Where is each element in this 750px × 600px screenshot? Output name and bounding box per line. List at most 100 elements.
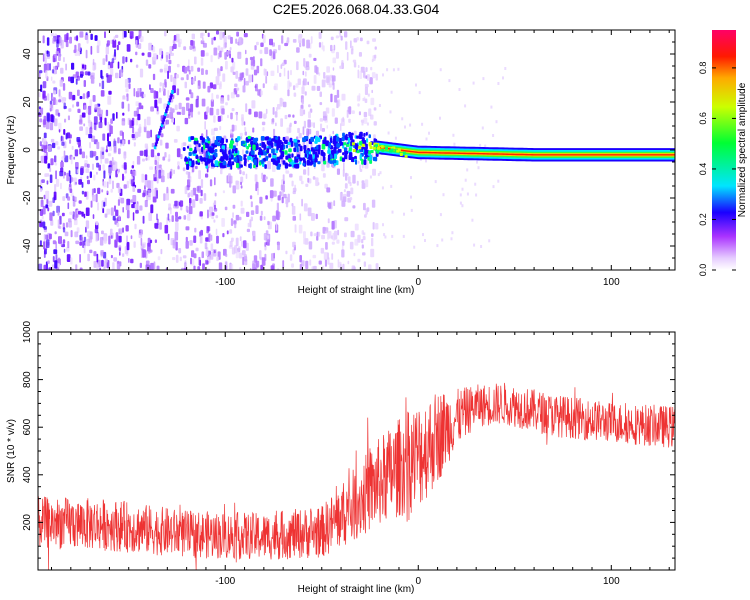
heatmap-cell (112, 180, 114, 190)
heatmap-cell (68, 220, 72, 228)
heatmap-cell (110, 68, 114, 77)
heatmap-streak-cell (164, 112, 167, 117)
heatmap-cell (351, 142, 355, 146)
heatmap-cell (363, 117, 368, 124)
heatmap-cell (244, 256, 248, 262)
heatmap-cell (369, 146, 373, 149)
heatmap-cell (97, 202, 100, 211)
heatmap-cell (69, 36, 72, 44)
heatmap-cell (276, 145, 279, 151)
heatmap-cell (42, 81, 47, 89)
heatmap-cell (196, 158, 200, 163)
heatmap-cell (51, 69, 55, 74)
heatmap-cell (68, 91, 73, 100)
heatmap-cell (374, 54, 377, 59)
heatmap-cell (250, 150, 255, 155)
heatmap-cell (357, 160, 360, 164)
heatmap-cell (289, 122, 292, 127)
heatmap-cell (67, 115, 70, 121)
heatmap-cell (291, 205, 296, 215)
heatmap-cell (356, 180, 359, 186)
heatmap-cell (261, 172, 263, 180)
heatmap-cell (403, 212, 405, 216)
heatmap-cell (439, 116, 441, 120)
heatmap-cell (266, 71, 269, 77)
heatmap-cell (72, 195, 75, 201)
heatmap-cell (131, 170, 135, 177)
heatmap-cell (165, 55, 169, 63)
heatmap-cell (45, 204, 49, 209)
heatmap-cell (345, 143, 349, 147)
heatmap-streak-cell (161, 120, 165, 125)
heatmap-cell (57, 219, 61, 229)
heatmap-cell (373, 142, 377, 146)
heatmap-cell (101, 259, 104, 267)
heatmap-cell (114, 239, 118, 248)
heatmap-cell (92, 214, 95, 219)
heatmap-cell (327, 154, 331, 161)
heatmap-cell (302, 38, 305, 47)
heatmap-cell (363, 71, 366, 78)
heatmap-cell (284, 150, 288, 155)
heatmap-cell (229, 240, 233, 247)
heatmap-cell (99, 82, 101, 87)
heatmap-cell (153, 90, 156, 99)
heatmap-cell (373, 121, 377, 126)
heatmap-cell (90, 33, 93, 40)
heatmap-cell (317, 137, 321, 143)
heatmap-cell (441, 238, 444, 242)
heatmap-cell (300, 104, 304, 110)
heatmap-cell (100, 109, 103, 115)
heatmap-cell (188, 151, 192, 156)
heatmap-cell (292, 249, 295, 255)
heatmap-cell (153, 261, 156, 270)
heatmap-cell (227, 114, 229, 119)
heatmap-cell (108, 74, 112, 83)
heatmap-cell (272, 107, 275, 115)
heatmap-cell (207, 85, 211, 93)
heatmap-cell (213, 250, 216, 254)
heatmap-cell (52, 256, 55, 263)
heatmap-cell (245, 57, 248, 65)
heatmap-cell (89, 127, 93, 134)
heatmap-cell (239, 267, 242, 270)
heatmap-cell (292, 39, 297, 43)
heatmap-cell (386, 68, 389, 72)
heatmap-cell (324, 258, 327, 267)
heatmap-cell (337, 259, 340, 268)
heatmap-cell (151, 142, 155, 148)
heatmap-cell (42, 221, 46, 229)
heatmap-cell (264, 164, 267, 169)
heatmap-cell (323, 139, 326, 144)
heatmap-cell (141, 105, 144, 110)
heatmap-cell (190, 65, 194, 72)
heatmap-cell (200, 32, 204, 39)
heatmap-cell (92, 58, 95, 66)
heatmap-cell (207, 140, 211, 144)
heatmap-cell (176, 111, 181, 115)
heatmap-cell (137, 88, 141, 93)
heatmap-cell (175, 216, 179, 222)
heatmap-cell (329, 262, 334, 269)
heatmap-cell (238, 38, 242, 46)
heatmap-cell (138, 34, 141, 39)
heatmap-cell (174, 200, 178, 207)
heatmap-cell (213, 200, 217, 206)
heatmap-cell (184, 81, 187, 89)
heatmap-cell (243, 154, 247, 158)
heatmap-cell (205, 52, 209, 57)
heatmap-cell (331, 220, 335, 230)
heatmap-cell (46, 37, 50, 46)
heatmap-cell (170, 209, 172, 215)
heatmap-cell (371, 58, 374, 63)
heatmap-cell (285, 170, 290, 174)
heatmap-cell (361, 122, 364, 126)
heatmap-cell (372, 222, 375, 230)
heatmap-cell (269, 38, 273, 46)
heatmap-cell (77, 89, 80, 96)
heatmap-cell (260, 90, 263, 96)
heatmap-cell (65, 222, 69, 228)
heatmap-cell (100, 116, 102, 123)
heatmap-cell (68, 170, 71, 177)
heatmap-cell (363, 261, 366, 267)
